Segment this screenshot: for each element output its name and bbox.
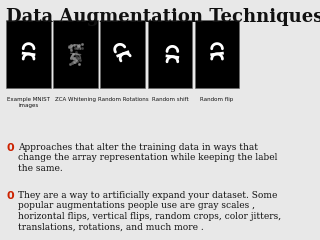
FancyBboxPatch shape — [148, 20, 192, 88]
Text: 0: 0 — [6, 143, 14, 153]
Text: Example MNIST
images: Example MNIST images — [7, 97, 50, 108]
FancyBboxPatch shape — [6, 20, 51, 88]
FancyBboxPatch shape — [100, 20, 145, 88]
FancyBboxPatch shape — [53, 20, 98, 88]
Text: Approaches that alter the training data in ways that
change the array representa: Approaches that alter the training data … — [18, 143, 278, 173]
Text: 0: 0 — [6, 191, 14, 201]
FancyBboxPatch shape — [195, 20, 239, 88]
Text: Random Rotations: Random Rotations — [98, 97, 148, 102]
Text: They are a way to artificially expand your dataset. Some
popular augmentations p: They are a way to artificially expand yo… — [18, 191, 282, 231]
Text: Data Augmentation Techniques: Data Augmentation Techniques — [6, 8, 320, 26]
Text: Random shift: Random shift — [152, 97, 188, 102]
Text: ZCA Whitening: ZCA Whitening — [55, 97, 96, 102]
Text: Random flip: Random flip — [200, 97, 234, 102]
